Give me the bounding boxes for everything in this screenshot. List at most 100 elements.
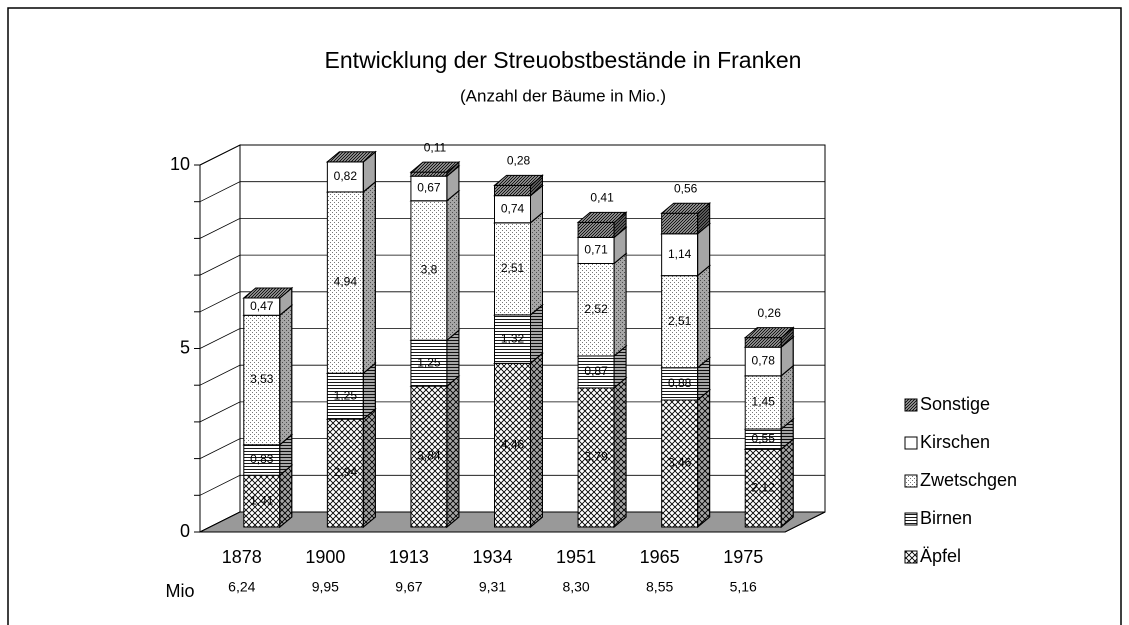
data-label: 0,74 <box>501 201 525 215</box>
bar-segment <box>326 161 364 193</box>
data-label: 2,51 <box>501 261 525 275</box>
grid-line <box>199 144 825 166</box>
data-label: 0,82 <box>334 169 358 183</box>
bar-segment <box>744 375 782 430</box>
bar-side-shade <box>530 211 543 316</box>
data-label: 1,14 <box>668 247 692 261</box>
data-label: 3,53 <box>250 372 274 386</box>
grid-line <box>199 254 825 276</box>
legend-label: Sonstige <box>920 394 990 414</box>
grid-line <box>199 474 825 496</box>
total-label: 9,95 <box>312 579 339 595</box>
data-label: 2,94 <box>334 465 358 479</box>
bar-side-shade <box>279 304 293 446</box>
bar-segment <box>661 399 699 528</box>
grid-line <box>199 401 825 423</box>
data-label: 1,25 <box>334 388 358 402</box>
legend-swatch <box>904 512 918 526</box>
x-tick-label: 1934 <box>472 547 512 567</box>
y-tick-label: 5 <box>180 337 190 357</box>
bar-top <box>660 202 712 214</box>
grid-line <box>199 291 825 313</box>
data-label: 3,8 <box>421 263 438 277</box>
data-label: 0,56 <box>674 181 698 195</box>
total-label: 8,55 <box>646 579 673 595</box>
legend-label: Äpfel <box>920 546 961 566</box>
bar-segment <box>410 175 448 202</box>
bar-side-shade <box>697 264 711 369</box>
bar-top <box>242 287 294 299</box>
bar-top <box>743 327 795 339</box>
data-label: 3,84 <box>417 449 441 463</box>
total-label: 9,31 <box>479 579 506 595</box>
data-label: 0,88 <box>668 376 692 390</box>
data-label: 0,47 <box>250 299 274 313</box>
bar-side-shade <box>780 438 794 529</box>
y-tick-label: 10 <box>170 154 190 174</box>
bar-top <box>325 151 377 163</box>
data-label: 0,87 <box>584 364 608 378</box>
grid-line <box>199 438 825 459</box>
bar-side-shade <box>613 376 627 529</box>
bar-segment <box>661 275 699 369</box>
x-tick-label: 1913 <box>389 547 429 567</box>
x-tick-label: 1878 <box>222 547 262 567</box>
data-label: 4,46 <box>501 437 525 451</box>
bar-top <box>576 211 628 223</box>
legend-swatch <box>904 436 918 450</box>
bar-side-shade <box>613 252 627 358</box>
bar-side-shade <box>362 180 376 375</box>
data-label: 1,45 <box>752 395 776 409</box>
data-label: 4,94 <box>334 275 358 289</box>
bar-segment <box>494 184 531 197</box>
bar-segment <box>243 314 281 446</box>
chart-title: Entwicklung der Streuobstbestände in Fra… <box>325 47 802 73</box>
bar-segment <box>744 337 782 348</box>
bar-segment <box>326 191 364 374</box>
bar-segment <box>577 262 615 357</box>
x-tick-label: 1965 <box>640 547 680 567</box>
grid-line <box>199 217 825 239</box>
data-label: 0,71 <box>584 243 608 257</box>
bar-segment <box>410 171 448 177</box>
bar-segment <box>494 362 531 528</box>
legend-swatch <box>904 474 918 488</box>
data-label: 0,78 <box>752 354 776 368</box>
data-label: 3,79 <box>584 450 608 464</box>
total-label: 9,67 <box>395 579 422 595</box>
grid-line <box>199 328 825 349</box>
data-label: 2,52 <box>584 302 608 316</box>
data-label: 2,51 <box>668 314 692 328</box>
legend-label: Zwetschgen <box>920 470 1017 490</box>
x-tick-label: 1975 <box>723 547 763 567</box>
total-label: 6,24 <box>228 579 255 595</box>
data-label: 1,25 <box>417 355 441 369</box>
bar-top <box>409 161 461 173</box>
grid-line <box>199 181 825 203</box>
frame <box>7 7 1122 625</box>
data-label: 0,41 <box>590 191 614 205</box>
legend-swatch <box>904 398 918 412</box>
bar-side-shade <box>530 352 543 529</box>
data-label: 1,32 <box>501 331 525 345</box>
bar-side-shade <box>446 375 460 529</box>
bar-side-shade <box>697 388 711 529</box>
bar-segment <box>661 212 699 235</box>
bar-segment <box>494 222 531 316</box>
x-tick-label: 1900 <box>305 547 345 567</box>
data-label: 0,28 <box>507 153 531 167</box>
data-label: 0,55 <box>752 431 776 445</box>
data-label: 2,12 <box>752 480 776 494</box>
data-label: 0,67 <box>417 181 441 195</box>
bar-top <box>493 174 544 186</box>
bar-segment <box>326 418 364 528</box>
bar-side-shade <box>780 364 794 431</box>
chart-subtitle: (Anzahl der Bäume in Mio.) <box>460 86 666 105</box>
totals-title: Mio <box>165 581 194 601</box>
grid-line <box>199 364 825 386</box>
bar-segment <box>577 221 615 238</box>
data-label: 3,46 <box>668 456 692 470</box>
data-label: 1,41 <box>250 493 274 507</box>
data-label: 0,26 <box>758 306 782 320</box>
